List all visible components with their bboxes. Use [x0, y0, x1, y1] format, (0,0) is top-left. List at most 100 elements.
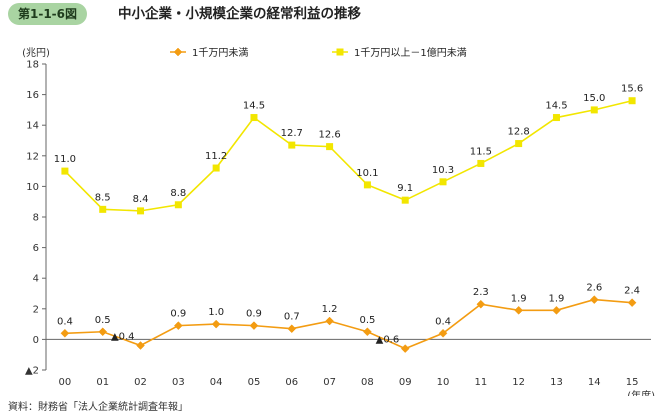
data-label: 0.4	[435, 316, 451, 327]
data-label: 1.0	[208, 307, 224, 318]
data-point	[627, 298, 637, 308]
x-tick-label: 13	[550, 377, 563, 388]
data-point	[61, 167, 69, 175]
x-tick-label: 02	[134, 377, 147, 388]
legend-label: 1千万円未満	[192, 47, 248, 59]
legend-marker	[173, 47, 183, 57]
series-2: 11.0 8.5 8.4 8.8 11.2 14.5 12.7 12.6 10.1 9.1 10.3…	[54, 84, 643, 215]
data-point	[212, 164, 220, 172]
x-tick-label: 15	[626, 377, 639, 388]
data-label: 15.6	[621, 84, 643, 95]
y-tick-label: 12	[26, 151, 39, 162]
legend-label: 1千万円以上－1億円未満	[354, 46, 467, 59]
legend-marker	[336, 48, 344, 56]
x-tick-label: 05	[248, 377, 261, 388]
data-point	[401, 196, 409, 204]
data-label: 12.7	[281, 128, 303, 139]
x-tick-label: 10	[437, 377, 450, 388]
data-point	[60, 328, 70, 338]
data-label: 11.0	[54, 154, 76, 165]
data-point	[514, 305, 524, 315]
data-point	[476, 299, 486, 309]
data-label: 11.2	[205, 151, 227, 162]
data-label: 0.5	[359, 315, 375, 326]
x-tick-label: 06	[285, 377, 298, 388]
y-tick-label: 10	[26, 182, 39, 193]
x-tick-label: 08	[361, 377, 374, 388]
series-1: 0.4 0.5▲0.40.9 1.0 0.9 0.71.20.5▲0.60.42.31.…	[57, 283, 640, 353]
data-label: 2.6	[586, 283, 602, 294]
data-label: 8.8	[170, 188, 186, 199]
data-point	[552, 305, 561, 315]
data-point	[325, 316, 334, 326]
y-tick-label: 4	[33, 274, 39, 285]
data-point	[438, 328, 448, 338]
data-point	[98, 327, 108, 337]
y-tick-label: 14	[26, 121, 39, 132]
data-label: ▲0.4	[111, 332, 135, 343]
data-point	[211, 319, 221, 329]
data-point	[173, 321, 183, 330]
data-point	[249, 321, 259, 330]
data-point	[400, 344, 410, 353]
legend: 1千万円未満 1千万円以上－1億円未満	[170, 46, 467, 59]
data-point	[136, 341, 145, 350]
y-tick-label: 18	[26, 60, 39, 71]
x-tick-label: 03	[172, 377, 185, 388]
series-line	[64, 298, 633, 350]
series-line	[64, 99, 633, 212]
data-point	[363, 181, 371, 189]
data-label: 2.4	[624, 286, 640, 297]
x-tick-label: 12	[512, 377, 525, 388]
figure-number: 第1-1-6図	[8, 3, 88, 25]
data-label: 8.4	[133, 194, 149, 205]
data-point	[287, 324, 297, 334]
y-tick-label: 2	[33, 304, 39, 315]
data-point	[288, 141, 296, 149]
data-point	[515, 140, 523, 148]
data-point	[363, 327, 372, 337]
data-label: 14.5	[545, 101, 567, 112]
data-label: 10.1	[356, 168, 378, 179]
data-point	[326, 143, 334, 151]
x-tick-label: 00	[59, 377, 72, 388]
data-label: 0.9	[246, 309, 262, 320]
data-label: 0.4	[57, 316, 73, 327]
data-point	[99, 205, 107, 213]
data-point	[628, 97, 636, 105]
data-label: 10.3	[432, 165, 454, 176]
data-point	[477, 159, 485, 167]
data-label: 1.2	[322, 304, 338, 315]
x-tick-label: 11	[474, 377, 487, 388]
data-label: 2.3	[473, 287, 489, 298]
data-label: ▲0.6	[376, 335, 400, 346]
data-label: 15.0	[583, 93, 605, 104]
x-axis-unit: (年度)	[627, 389, 655, 396]
source-note: 資料：財務省「法人企業統計調査年報」	[8, 402, 188, 413]
x-tick-label: 07	[323, 377, 336, 388]
data-point	[439, 178, 447, 186]
data-label: 1.9	[549, 293, 565, 304]
data-point	[137, 207, 145, 215]
y-tick-label: 16	[26, 90, 39, 101]
data-label: 0.7	[284, 312, 300, 323]
y-tick-label: 6	[33, 243, 39, 254]
data-point	[590, 106, 598, 114]
data-label: 0.9	[170, 309, 186, 320]
data-label: 0.5	[95, 315, 111, 326]
y-tick-label: ▲2	[25, 366, 39, 377]
data-point	[589, 295, 599, 304]
y-axis-unit: (兆円)	[22, 47, 50, 59]
x-tick-label: 14	[588, 377, 601, 388]
figure-title: 中小企業・小規模企業の経常利益の推移	[118, 6, 361, 22]
data-point	[174, 201, 182, 209]
data-label: 12.6	[318, 130, 340, 141]
figure-header: 第1-1-6図 中小企業・小規模企業の経常利益の推移	[0, 0, 669, 30]
y-tick-label: 8	[33, 213, 39, 224]
data-label: 14.5	[243, 101, 265, 112]
series-layer: 0.4 0.5▲0.40.9 1.0 0.9 0.71.20.5▲0.60.42.31.…	[54, 84, 643, 353]
data-point	[552, 114, 560, 122]
y-tick-label: 0	[33, 335, 39, 346]
